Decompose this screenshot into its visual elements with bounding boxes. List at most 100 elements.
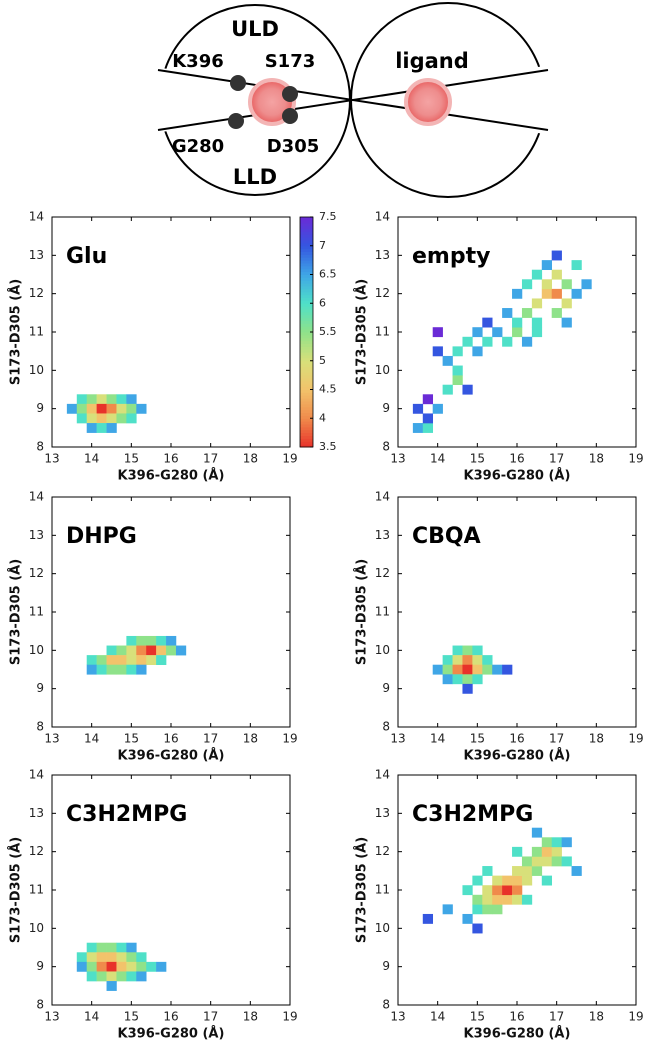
x-tick-label: 13	[44, 732, 59, 746]
colorbar-swatch	[300, 251, 313, 255]
heat-cell	[472, 875, 483, 886]
heat-cell	[472, 327, 483, 338]
heat-cell	[561, 298, 572, 309]
heat-cell	[452, 664, 463, 675]
heat-cell	[561, 856, 572, 867]
colorbar-swatch	[300, 441, 313, 445]
y-tick-label: 8	[36, 440, 44, 454]
heat-cell	[116, 971, 127, 982]
colorbar-label: 7.5	[319, 210, 337, 223]
colorbar-swatch	[300, 294, 313, 298]
colorbar-swatch	[300, 306, 313, 310]
heat-cell	[521, 856, 533, 867]
heat-cell	[541, 288, 553, 299]
heat-cell	[492, 885, 503, 896]
heat-cell	[452, 365, 463, 376]
heat-cell	[106, 413, 117, 424]
heat-cell	[531, 327, 543, 338]
heat-cell	[531, 866, 543, 876]
heat-cell	[472, 674, 483, 685]
x-tick-label: 19	[628, 732, 643, 746]
colorbar-swatch	[300, 429, 313, 434]
heat-cell	[531, 827, 543, 838]
heat-cell	[512, 875, 523, 886]
heat-cell	[531, 317, 543, 328]
y-tick-label: 9	[36, 401, 44, 415]
heat-cell	[512, 866, 523, 876]
colorbar-swatch	[300, 228, 313, 232]
colorbar-swatch	[300, 366, 313, 370]
heat-cell	[551, 837, 562, 848]
x-tick-label: 13	[390, 732, 405, 746]
heat-cell	[492, 664, 503, 675]
colorbar-swatch	[300, 352, 313, 356]
heat-cell	[472, 655, 483, 666]
heat-cell	[126, 961, 137, 972]
x-tick-label: 19	[282, 452, 297, 466]
heat-cell	[571, 288, 582, 299]
ligand-label: ligand	[395, 49, 469, 73]
y-tick-label: 13	[29, 248, 44, 262]
colorbar-label: 5.5	[319, 325, 337, 338]
x-tick-label: 14	[430, 452, 445, 466]
colorbar-swatch	[300, 320, 313, 324]
heat-cell	[541, 260, 553, 271]
heat-cell	[136, 961, 147, 972]
panel: 13 14 15 16 17 18 19 8 9 10 11 12 13 14 K396-G280 (Å) S…	[8, 210, 337, 484]
heat-cell	[96, 952, 107, 963]
heat-cell	[512, 327, 523, 338]
colorbar-swatch	[300, 360, 313, 365]
colorbar-label: 6	[319, 296, 326, 309]
colorbar-label: 5	[319, 354, 326, 367]
y-tick-label: 14	[29, 490, 44, 504]
y-tick-label: 11	[375, 325, 390, 339]
heat-cell	[452, 674, 463, 685]
heat-cell	[472, 904, 483, 915]
colorbar-swatch	[300, 435, 313, 439]
residue-label: G280	[172, 136, 224, 157]
heat-cell	[551, 269, 562, 280]
heat-cell	[156, 961, 167, 972]
colorbar-swatch	[300, 288, 313, 293]
domain-label: ULD	[231, 17, 279, 41]
colorbar-swatch	[300, 303, 313, 307]
heat-cell	[422, 423, 434, 433]
x-tick-label: 17	[549, 732, 564, 746]
heat-cell	[551, 250, 562, 261]
heat-cell	[116, 403, 127, 414]
colorbar-swatch	[300, 363, 313, 367]
heat-cell	[462, 885, 473, 896]
x-tick-label: 16	[163, 1010, 178, 1024]
y-tick-label: 13	[375, 248, 390, 262]
heat-cell	[502, 894, 513, 905]
y-tick-label: 10	[29, 363, 44, 377]
colorbar-swatch	[300, 401, 313, 405]
colorbar-swatch	[300, 369, 313, 373]
heat-cell	[156, 635, 167, 646]
x-tick-label: 13	[390, 1010, 405, 1024]
heat-cell	[136, 655, 147, 666]
colorbar-swatch	[300, 260, 313, 264]
heat-cell	[521, 279, 533, 290]
panel: 13 14 15 16 17 18 19 8 9 10 11 12 13 14 K396-G280 (Å) S…	[8, 768, 298, 1042]
x-axis-title: K396-G280 (Å)	[464, 468, 571, 484]
y-axis-title: S173-D305 (Å)	[354, 559, 370, 665]
heat-cell	[86, 942, 97, 953]
heat-cell	[452, 346, 463, 357]
colorbar-swatch	[300, 219, 313, 224]
x-tick-label: 16	[163, 452, 178, 466]
heat-cell	[106, 971, 117, 982]
colorbar-label: 4.5	[319, 383, 337, 396]
heat-cell	[472, 894, 483, 905]
x-tick-label: 14	[430, 732, 445, 746]
heat-cell	[512, 846, 523, 857]
heat-cell	[116, 952, 127, 963]
residue-dot	[230, 75, 246, 91]
colorbar-swatch	[300, 349, 313, 353]
heat-cell	[76, 394, 88, 405]
colorbar-swatch	[300, 378, 313, 382]
heat-cell	[541, 875, 553, 886]
y-tick-label: 9	[382, 681, 390, 695]
heat-cell	[126, 413, 137, 424]
colorbar-swatch	[300, 263, 313, 267]
